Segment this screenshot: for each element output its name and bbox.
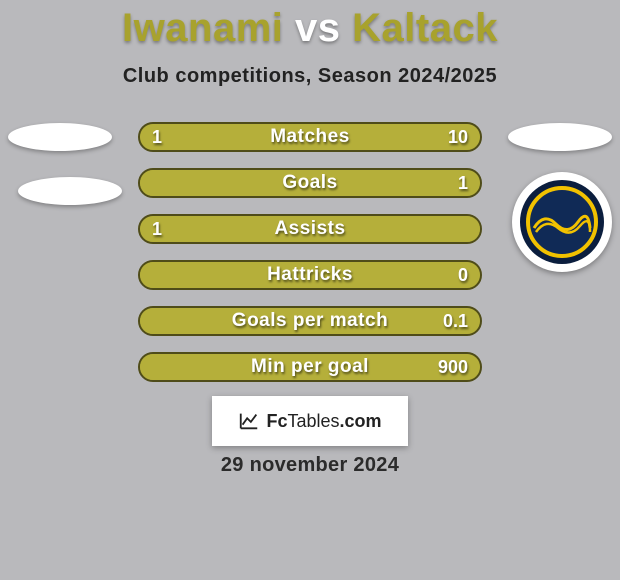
stat-label: Matches bbox=[140, 124, 480, 150]
brand-light: Tables bbox=[287, 411, 339, 431]
title-player2: Kaltack bbox=[352, 6, 498, 50]
date-text: 29 november 2024 bbox=[0, 454, 620, 477]
brand-box: FcTables.com bbox=[212, 396, 408, 446]
subtitle: Club competitions, Season 2024/2025 bbox=[0, 65, 620, 88]
club-badge-icon bbox=[520, 180, 604, 264]
stat-label: Hattricks bbox=[140, 262, 480, 288]
comparison-infographic: Iwanami vs Kaltack Club competitions, Se… bbox=[0, 0, 620, 580]
stat-label: Assists bbox=[140, 216, 480, 242]
brand-strong: Fc bbox=[266, 411, 287, 431]
player2-avatar-1 bbox=[508, 123, 612, 151]
stat-label: Goals per match bbox=[140, 308, 480, 334]
brand-suffix: .com bbox=[340, 411, 382, 431]
stat-row: 0.1Goals per match bbox=[138, 306, 482, 336]
page-title: Iwanami vs Kaltack bbox=[0, 0, 620, 51]
stat-row: 900Min per goal bbox=[138, 352, 482, 382]
stat-row: 1Assists bbox=[138, 214, 482, 244]
stat-label: Min per goal bbox=[140, 354, 480, 380]
player2-club-logo bbox=[512, 172, 612, 272]
player1-avatar-2 bbox=[18, 177, 122, 205]
chart-icon bbox=[238, 410, 260, 432]
stat-row: 110Matches bbox=[138, 122, 482, 152]
title-player1: Iwanami bbox=[122, 6, 283, 50]
stat-row: 0Hattricks bbox=[138, 260, 482, 290]
comparison-bars: 110Matches 1Goals 1Assists 0Hattricks 0.1Goa… bbox=[138, 122, 482, 398]
title-vs: vs bbox=[295, 6, 341, 50]
stat-row: 1Goals bbox=[138, 168, 482, 198]
player1-avatar-1 bbox=[8, 123, 112, 151]
stat-label: Goals bbox=[140, 170, 480, 196]
